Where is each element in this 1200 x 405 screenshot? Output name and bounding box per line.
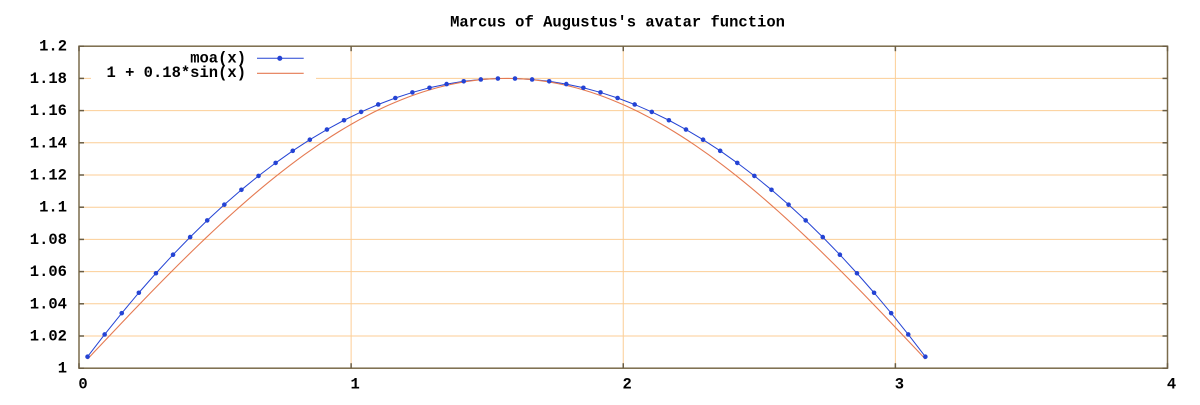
- svg-text:1 + 0.18*sin(x): 1 + 0.18*sin(x): [106, 64, 246, 82]
- svg-text:1: 1: [58, 360, 67, 378]
- svg-text:1.2: 1.2: [39, 38, 67, 56]
- svg-text:1.06: 1.06: [30, 263, 67, 281]
- svg-text:0: 0: [78, 376, 87, 394]
- svg-text:1.12: 1.12: [30, 167, 67, 185]
- svg-text:1.18: 1.18: [30, 70, 67, 88]
- svg-text:Marcus of Augustus's avatar fu: Marcus of Augustus's avatar function: [450, 13, 785, 31]
- svg-text:1: 1: [350, 376, 359, 394]
- svg-text:1.08: 1.08: [30, 231, 67, 249]
- svg-text:4: 4: [1167, 376, 1176, 394]
- svg-text:1.16: 1.16: [30, 102, 67, 120]
- svg-text:3: 3: [895, 376, 904, 394]
- svg-text:moa(x): moa(x): [190, 49, 246, 67]
- svg-text:1.1: 1.1: [39, 199, 67, 217]
- svg-text:1.02: 1.02: [30, 328, 67, 346]
- svg-text:1.04: 1.04: [30, 295, 67, 313]
- svg-text:1.14: 1.14: [30, 134, 67, 152]
- svg-text:2: 2: [623, 376, 632, 394]
